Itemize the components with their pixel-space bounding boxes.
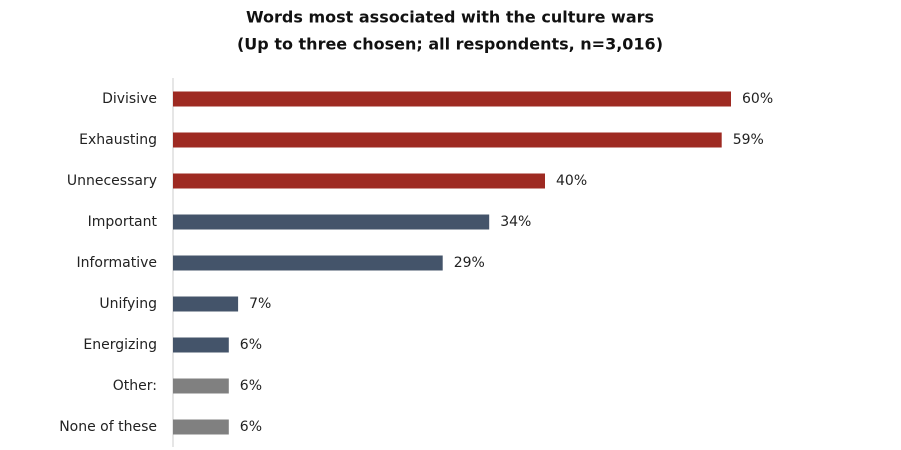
chart-subtitle: (Up to three chosen; all respondents, n=… <box>237 35 663 54</box>
bar <box>173 214 490 230</box>
value-label: 6% <box>240 419 262 435</box>
chart-title: Words most associated with the culture w… <box>246 8 654 27</box>
category-label: Unifying <box>99 296 157 312</box>
value-label: 6% <box>240 337 262 353</box>
value-label: 7% <box>249 296 271 312</box>
bar <box>173 378 229 394</box>
category-label: Energizing <box>83 337 157 353</box>
bar <box>173 132 722 148</box>
value-label: 59% <box>733 132 764 148</box>
category-label: None of these <box>59 419 157 435</box>
value-label: 34% <box>500 214 531 230</box>
bar <box>173 173 545 189</box>
category-label: Important <box>88 214 158 230</box>
category-label: Informative <box>77 255 158 271</box>
value-label: 40% <box>556 173 587 189</box>
value-label: 6% <box>240 378 262 394</box>
value-label: 60% <box>742 91 773 107</box>
bar <box>173 337 229 353</box>
bar <box>173 296 239 312</box>
bar <box>173 255 443 271</box>
bar <box>173 91 731 107</box>
value-label: 29% <box>454 255 485 271</box>
category-label: Unnecessary <box>67 173 157 189</box>
category-label: Other: <box>113 378 157 394</box>
bar <box>173 419 229 435</box>
category-label: Exhausting <box>79 132 157 148</box>
category-label: Divisive <box>102 91 157 107</box>
